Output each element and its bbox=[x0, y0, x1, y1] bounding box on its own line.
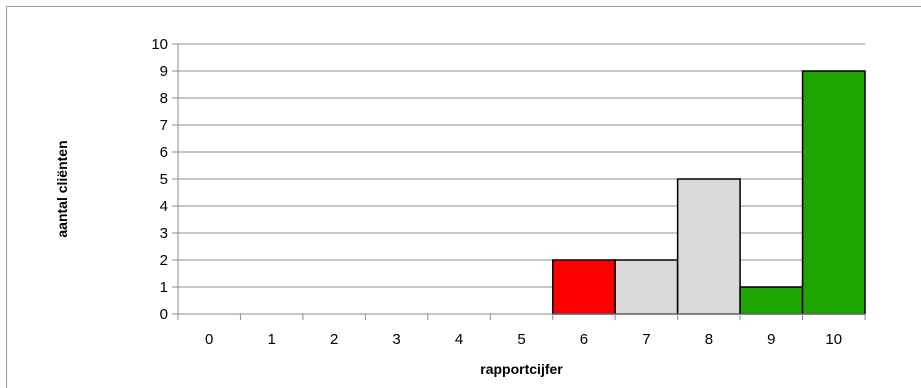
x-tick-label: 5 bbox=[517, 331, 525, 348]
bar-8 bbox=[676, 178, 741, 315]
x-tick-label: 8 bbox=[705, 331, 713, 348]
gridlines bbox=[172, 43, 865, 315]
x-tick-labels: 0 1 2 3 4 5 6 7 8 9 10 bbox=[205, 331, 842, 348]
x-tick-label: 0 bbox=[205, 331, 213, 348]
y-tick-label: 10 bbox=[151, 36, 168, 53]
chart-frame bbox=[6, 6, 921, 388]
bar-10 bbox=[801, 70, 866, 315]
y-tick-label: 9 bbox=[160, 63, 168, 80]
y-tick-label: 2 bbox=[160, 252, 168, 269]
x-tick-label: 9 bbox=[767, 331, 775, 348]
y-tick-label: 5 bbox=[160, 171, 168, 188]
bar-6 bbox=[551, 259, 616, 315]
x-axis-title: rapportcijfer bbox=[480, 361, 563, 377]
axes bbox=[177, 44, 866, 320]
x-tick-label: 3 bbox=[392, 331, 400, 348]
y-tick-label: 8 bbox=[160, 90, 168, 107]
bars bbox=[551, 70, 866, 315]
x-tick-label: 1 bbox=[268, 331, 276, 348]
y-tick-label: 4 bbox=[160, 198, 168, 215]
y-tick-labels: 0 1 2 3 4 5 6 7 8 9 10 bbox=[151, 36, 168, 323]
x-tick-label: 2 bbox=[330, 331, 338, 348]
y-tick-label: 0 bbox=[160, 306, 168, 323]
x-tick-label: 6 bbox=[580, 331, 588, 348]
x-tick-label: 4 bbox=[455, 331, 463, 348]
y-tick-label: 3 bbox=[160, 225, 168, 242]
y-tick-label: 1 bbox=[160, 279, 168, 296]
y-axis-title: aantal cliënten bbox=[54, 140, 70, 237]
x-tick-label: 7 bbox=[642, 331, 650, 348]
y-tick-label: 7 bbox=[160, 117, 168, 134]
bar-7 bbox=[614, 259, 679, 315]
y-tick-label: 6 bbox=[160, 144, 168, 161]
x-tick-label: 10 bbox=[825, 331, 842, 348]
bar-9 bbox=[739, 286, 804, 315]
